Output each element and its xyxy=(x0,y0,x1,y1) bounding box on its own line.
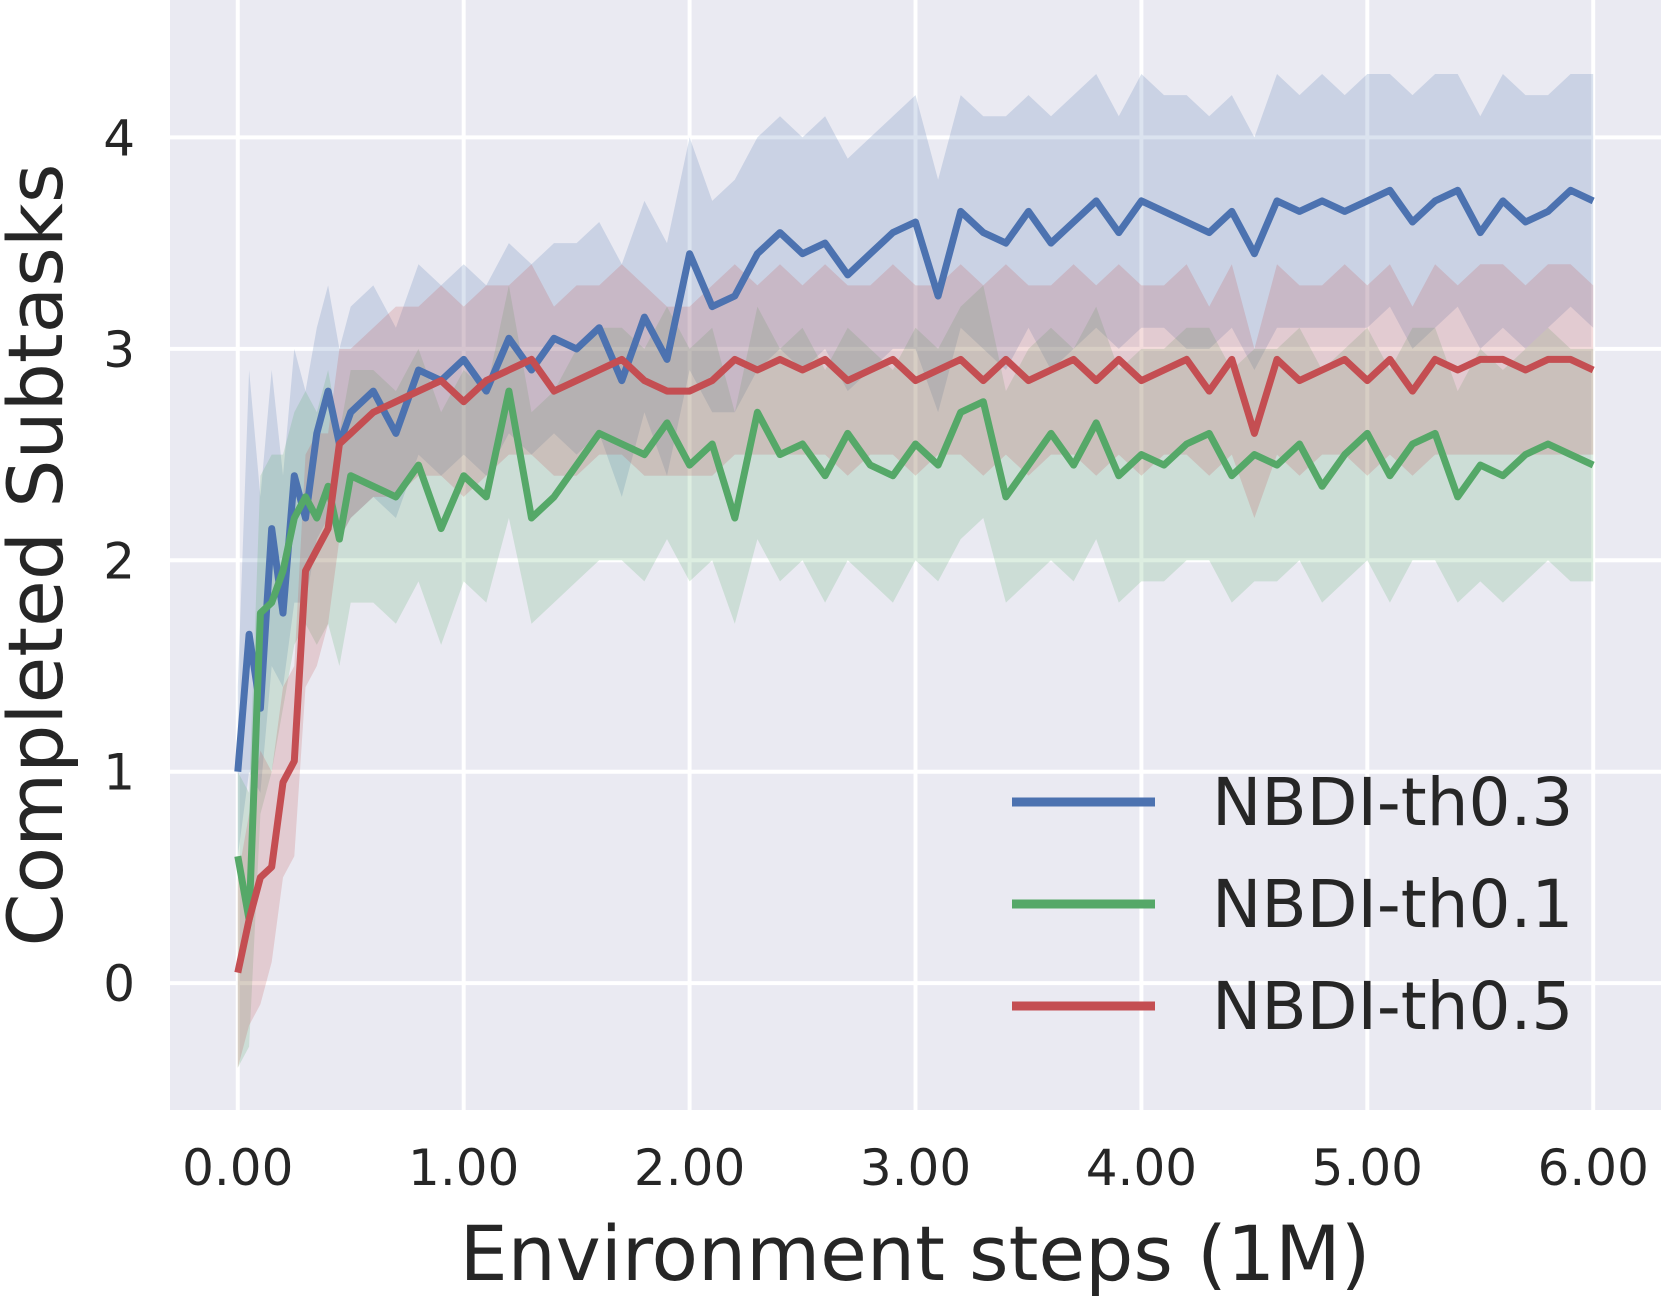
y-axis-label: Completed Subtasks xyxy=(0,164,80,947)
x-tick-label-0: 0.00 xyxy=(182,1139,293,1197)
series-line-nbdi-th0-3 xyxy=(234,186,1595,772)
y-tick-label-3: 3 xyxy=(103,321,135,379)
series-lines xyxy=(234,186,1595,974)
y-tick-label-4: 4 xyxy=(103,109,135,167)
legend: NBDI-th0.3 NBDI-th0.1 NBDI-th0.5 xyxy=(1012,764,1573,1045)
x-tick-label-6: 6.00 xyxy=(1538,1139,1649,1197)
legend-label-nbdi-th0-3: NBDI-th0.3 xyxy=(1212,764,1573,841)
band-nbdi-th0-1 xyxy=(237,285,1594,1068)
x-tick-label-3: 3.00 xyxy=(860,1139,971,1197)
y-tick-label-0: 0 xyxy=(103,955,135,1013)
x-tick-label-4: 4.00 xyxy=(1086,1139,1197,1197)
x-tick-label-5: 5.00 xyxy=(1312,1139,1423,1197)
y-tick-labels: 0 1 2 3 4 xyxy=(103,109,135,1013)
y-tick-label-1: 1 xyxy=(103,744,135,802)
legend-label-nbdi-th0-1: NBDI-th0.1 xyxy=(1212,866,1573,943)
x-tick-label-1: 1.00 xyxy=(408,1139,519,1197)
x-axis-label: Environment steps (1M) xyxy=(460,1209,1371,1298)
series-line-nbdi-th0-5 xyxy=(234,355,1595,974)
series-line-nbdi-th0-1 xyxy=(234,387,1595,924)
legend-label-nbdi-th0-5: NBDI-th0.5 xyxy=(1212,968,1573,1045)
x-tick-label-2: 2.00 xyxy=(634,1139,745,1197)
y-tick-label-2: 2 xyxy=(103,532,135,590)
grid-lines xyxy=(170,0,1661,1110)
band-nbdi-th0-3 xyxy=(237,74,1594,857)
x-tick-labels: 0.00 1.00 2.00 3.00 4.00 5.00 6.00 xyxy=(182,1139,1649,1197)
